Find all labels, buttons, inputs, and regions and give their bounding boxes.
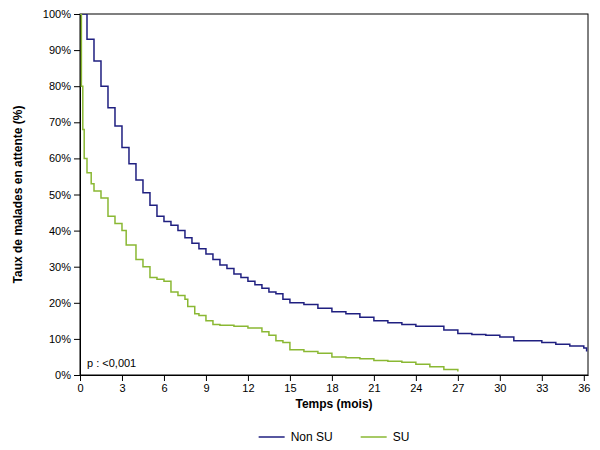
tick: 27 (452, 375, 464, 394)
tick: 10% (49, 333, 80, 345)
chart: 03691215182124273033360%10%20%30%40%50%6… (0, 0, 600, 450)
tick: 0% (55, 369, 80, 381)
tick-mark (374, 375, 375, 381)
tick: 30 (494, 375, 506, 394)
tick-mark (416, 375, 417, 381)
tick: 6 (161, 375, 167, 394)
legend-swatch (259, 436, 285, 438)
tick-label: 33 (536, 382, 548, 394)
tick-label: 30% (49, 261, 71, 273)
x-axis: 0369121518212427303336 (77, 375, 590, 394)
tick: 21 (368, 375, 380, 394)
legend-item: Non SU (259, 430, 333, 444)
tick-label: 40% (49, 225, 71, 237)
tick-label: 80% (49, 80, 71, 92)
tick-mark (290, 375, 291, 381)
tick-mark (74, 122, 80, 123)
tick-label: 50% (49, 189, 71, 201)
tick-mark (122, 375, 123, 381)
tick-label: 12 (242, 382, 254, 394)
tick-mark (206, 375, 207, 381)
tick-label: 70% (49, 116, 71, 128)
legend: Non SU SU (259, 430, 410, 444)
tick-label: 60% (49, 152, 71, 164)
tick: 100% (43, 8, 80, 20)
tick: 20% (49, 297, 80, 309)
legend-label: Non SU (291, 430, 333, 444)
tick-mark (74, 50, 80, 51)
tick-label: 15 (284, 382, 296, 394)
tick-label: 24 (410, 382, 422, 394)
tick-label: 18 (326, 382, 338, 394)
series-line (80, 14, 458, 371)
tick-mark (332, 375, 333, 381)
tick-mark (74, 195, 80, 196)
tick-label: 27 (452, 382, 464, 394)
tick-mark (74, 158, 80, 159)
tick-label: 9 (203, 382, 209, 394)
tick-mark (584, 375, 585, 381)
tick-mark (74, 267, 80, 268)
tick-label: 0 (77, 382, 83, 394)
annotation: p : <0,001 (87, 357, 136, 369)
y-axis: 0% 10% 20% 30% 40% 50% 60% 70% 80% 90% 100% (43, 8, 81, 381)
tick: 60% (49, 152, 80, 164)
tick-mark (74, 231, 80, 232)
tick: 40% (49, 225, 80, 237)
tick-label: 3 (119, 382, 125, 394)
tick: 18 (326, 375, 338, 394)
tick: 90% (49, 44, 80, 56)
tick: 0 (77, 375, 83, 394)
tick-label: 30 (494, 382, 506, 394)
tick-label: 20% (49, 297, 71, 309)
series-line (80, 14, 587, 352)
tick: 3 (119, 375, 125, 394)
tick: 33 (536, 375, 548, 394)
tick-mark (164, 375, 165, 381)
plot-area (80, 14, 587, 371)
legend-label: SU (393, 430, 410, 444)
legend-item: SU (361, 430, 410, 444)
tick: 50% (49, 189, 80, 201)
tick-label: 21 (368, 382, 380, 394)
y-axis-title: Taux de malades en attente (%) (11, 106, 25, 284)
tick: 30% (49, 261, 80, 273)
tick: 80% (49, 80, 80, 92)
tick-mark (74, 339, 80, 340)
legend-swatch (361, 436, 387, 438)
tick-label: 0% (55, 369, 71, 381)
tick-label: 100% (43, 8, 71, 20)
x-axis-title: Temps (mois) (295, 397, 372, 411)
tick-label: 36 (578, 382, 590, 394)
tick: 24 (410, 375, 422, 394)
axis-line (81, 375, 589, 376)
tick-mark (80, 375, 81, 381)
tick: 36 (578, 375, 590, 394)
tick: 9 (203, 375, 209, 394)
tick-mark (248, 375, 249, 381)
tick-mark (74, 14, 80, 15)
tick: 15 (284, 375, 296, 394)
tick-mark (458, 375, 459, 381)
tick-mark (500, 375, 501, 381)
tick-label: 90% (49, 44, 71, 56)
tick-mark (74, 86, 80, 87)
tick: 12 (242, 375, 254, 394)
tick-mark (74, 303, 80, 304)
tick-mark (542, 375, 543, 381)
tick-mark (74, 375, 80, 376)
tick-label: 6 (161, 382, 167, 394)
plot-frame (80, 14, 588, 375)
tick: 70% (49, 116, 80, 128)
tick-label: 10% (49, 333, 71, 345)
